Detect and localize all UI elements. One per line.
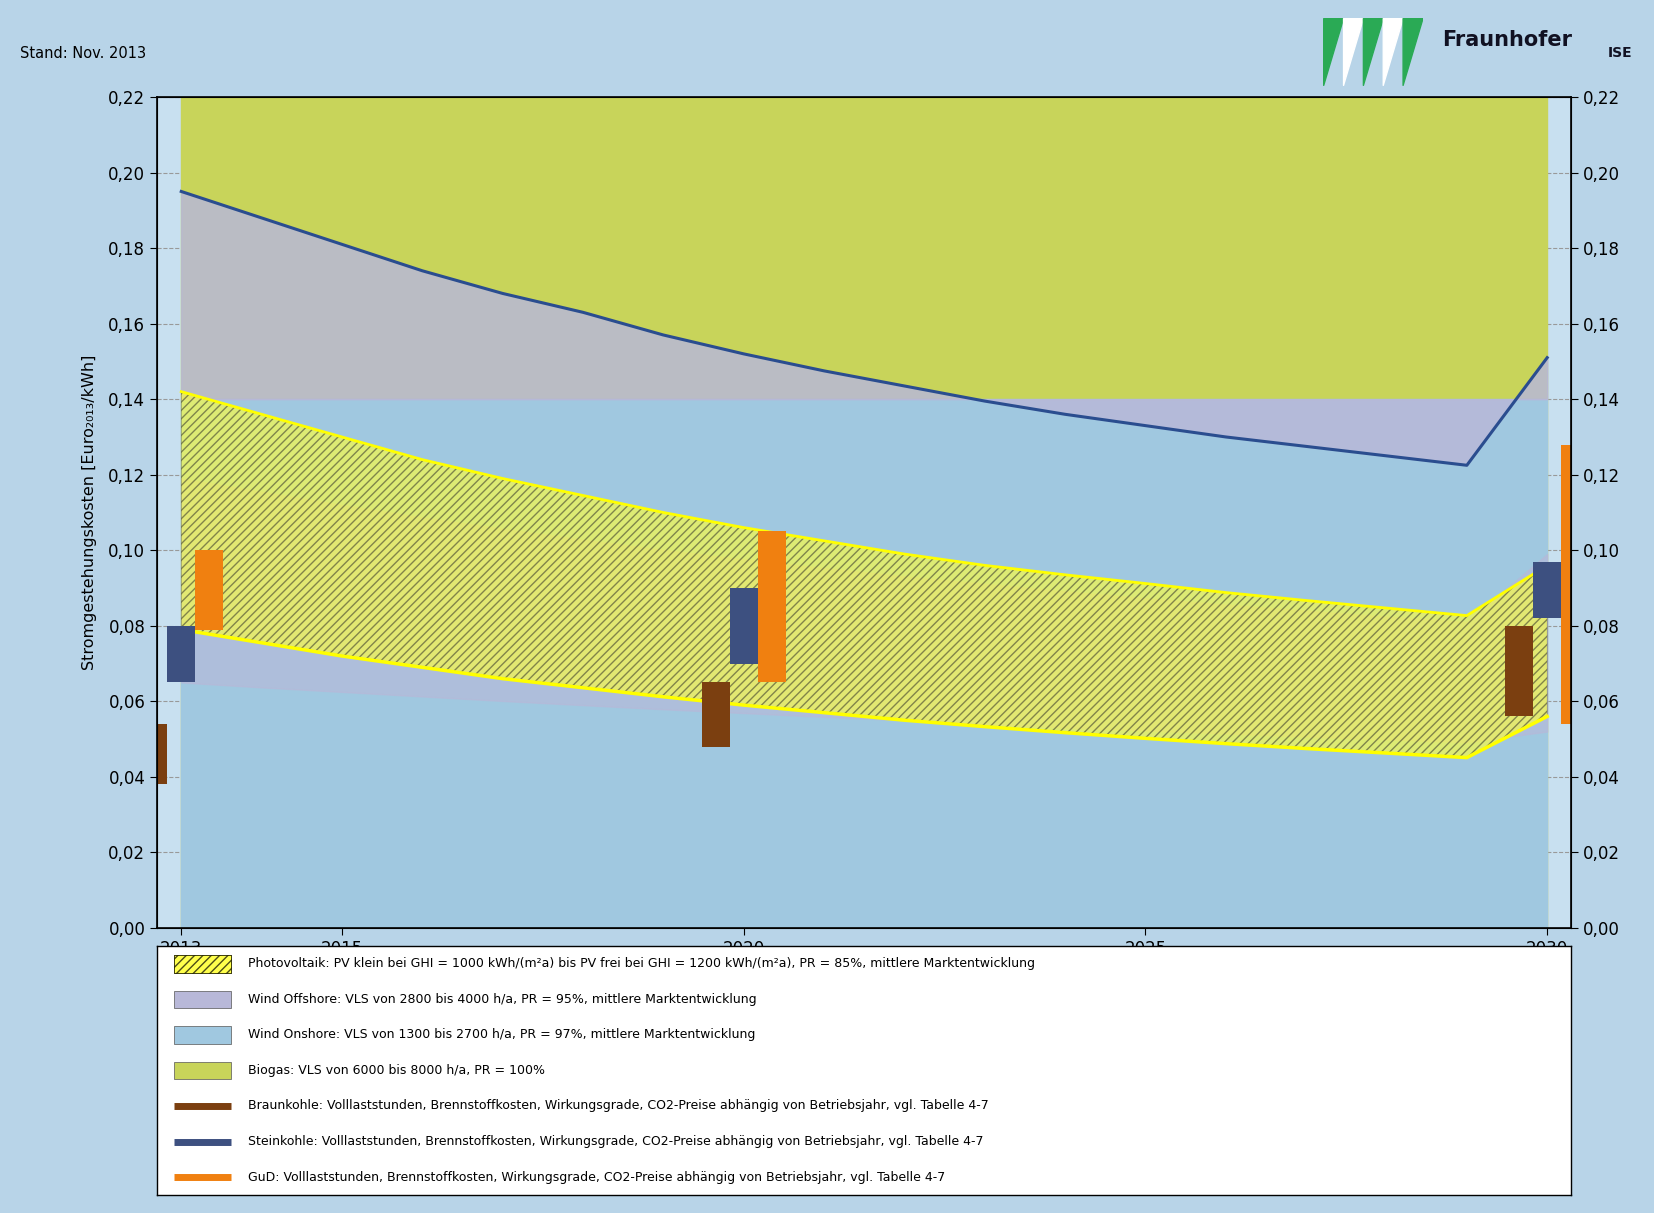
Bar [174,991,230,1008]
Bar [701,683,729,747]
Text: Stand: Nov. 2013: Stand: Nov. 2013 [20,46,146,61]
Bar [174,955,230,973]
Text: ISE: ISE [1608,46,1632,61]
Bar [1505,626,1533,717]
Text: Photovoltaik: PV klein bei GHI = 1000 kWh/(m²a) bis PV frei bei GHI = 1200 kWh/(: Photovoltaik: PV klein bei GHI = 1000 kW… [248,957,1035,970]
Y-axis label: Stromgestehungskosten [Euro₂₀₁₃/kWh]: Stromgestehungskosten [Euro₂₀₁₃/kWh] [83,355,98,670]
Text: Fraunhofer: Fraunhofer [1442,30,1573,50]
Text: Biogas: VLS von 6000 bis 8000 h/a, PR = 100%: Biogas: VLS von 6000 bis 8000 h/a, PR = … [248,1064,544,1077]
Bar [729,588,758,664]
Text: Wind Onshore: VLS von 1300 bis 2700 h/a, PR = 97%, mittlere Marktentwicklung: Wind Onshore: VLS von 1300 bis 2700 h/a,… [248,1029,754,1042]
Bar [758,531,786,683]
Bar [195,551,223,630]
Bar [139,724,167,785]
Bar [1533,562,1561,619]
Text: GuD: Volllaststunden, Brennstoffkosten, Wirkungsgrade, CO2-Preise abhängig von B: GuD: Volllaststunden, Brennstoffkosten, … [248,1171,944,1184]
Text: Steinkohle: Volllaststunden, Brennstoffkosten, Wirkungsgrade, CO2-Preise abhängi: Steinkohle: Volllaststunden, Brennstoffk… [248,1135,982,1147]
Bar [174,1026,230,1044]
Bar [167,626,195,683]
Bar [174,1061,230,1080]
Text: Braunkohle: Volllaststunden, Brennstoffkosten, Wirkungsgrade, CO2-Preise abhängi: Braunkohle: Volllaststunden, Brennstoffk… [248,1099,989,1112]
Bar [174,955,230,973]
Text: Wind Offshore: VLS von 2800 bis 4000 h/a, PR = 95%, mittlere Marktentwicklung: Wind Offshore: VLS von 2800 bis 4000 h/a… [248,993,756,1006]
Bar [1561,444,1589,724]
